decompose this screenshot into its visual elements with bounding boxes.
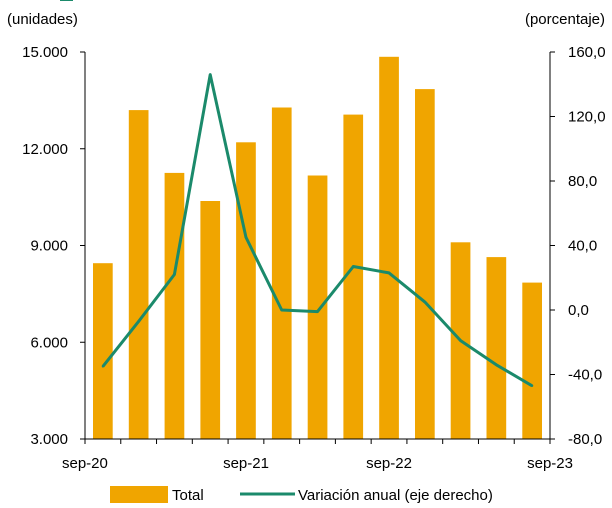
bar-5 [271,107,292,439]
right-tick-label: 160,0 [568,44,606,61]
line-point-5 [280,308,283,312]
left-tick-labels: 15.000 12.000 9.000 6.000 3.000 [22,44,68,448]
legend-total-swatch [110,486,168,503]
right-tick-label: 120,0 [568,109,606,126]
bar-12 [522,282,542,439]
x-tick-label: sep-23 [527,455,573,472]
line-point-7 [352,265,355,268]
legend-total-label: Total [172,487,204,503]
left-tick-label: 3.000 [30,431,68,448]
line-point-0 [101,365,105,368]
bar-3 [200,201,221,439]
bar-9 [415,89,435,439]
legend: Total Variación anual (eje derecho) [110,486,493,504]
line-point-10 [459,339,462,342]
x-tick-label: sep-22 [366,455,412,472]
right-tick-labels: 160,0 120,0 80,0 40,0 0,0 -40,0 -80,0 [568,44,606,448]
line-point-12 [530,384,534,387]
line-point-8 [387,271,391,275]
line-point-6 [316,310,319,313]
bar-11 [486,257,507,439]
x-tick-label: sep-21 [223,455,269,472]
bar-7 [343,114,364,439]
right-tick-label: -80,0 [568,431,602,448]
bar-4 [236,142,256,440]
bar-6 [307,175,328,439]
axes [80,51,555,444]
bar-8 [379,56,399,440]
x-tick-labels: sep-20 sep-21 sep-22 sep-23 [62,455,573,472]
right-tick-label: 0,0 [568,302,589,319]
bar-2 [164,172,185,439]
bar-0 [93,263,113,439]
right-tick-label: 40,0 [568,238,597,255]
line-point-2 [173,273,176,276]
left-tick-label: 9.000 [30,238,68,255]
line-point-4 [244,236,248,239]
left-tick-label: 12.000 [22,141,68,158]
left-tick-label: 15.000 [22,44,68,61]
right-tick-label: 80,0 [568,173,597,190]
line-series [101,73,534,388]
line-point-3 [209,73,212,76]
left-tick-label: 6.000 [30,334,68,351]
line-point-1 [137,320,140,323]
right-axis-label: (porcentaje) [525,11,605,28]
line-point-11 [495,363,498,366]
right-tick-label: -40,0 [568,367,602,384]
bar-series [93,56,542,440]
bar-1 [128,110,149,439]
left-axis-label: (unidades) [7,11,78,28]
line-point-9 [423,300,426,304]
legend-variacion-label: Variación anual (eje derecho) [298,487,493,503]
x-tick-label: sep-20 [62,455,108,472]
